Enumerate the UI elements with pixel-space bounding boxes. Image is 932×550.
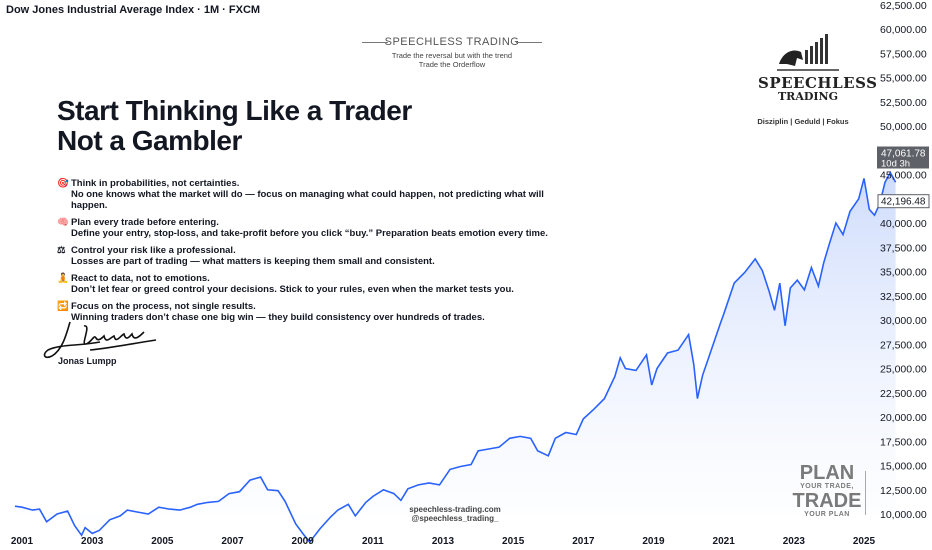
- headline-line-1: Start Thinking Like a Trader: [57, 95, 412, 126]
- y-tick-label: 12,500.00: [880, 485, 927, 497]
- signature-name: Jonas Lumpp: [58, 356, 117, 366]
- y-tick-label: 62,500.00: [880, 0, 927, 12]
- headline-line-2: Not a Gambler: [57, 125, 242, 156]
- brain-icon: 🧠: [57, 217, 69, 228]
- x-tick-label: 2001: [11, 536, 34, 547]
- chart-title: Dow Jones Industrial Average Index · 1M …: [6, 4, 261, 16]
- x-tick-label: 2023: [783, 536, 806, 547]
- brand-banner: SPEECHLESS TRADING Trade the reversal bu…: [352, 36, 552, 69]
- y-tick-label: 10,000.00: [880, 509, 927, 521]
- current-price-tag: [877, 194, 930, 209]
- last-price-tag: [877, 146, 929, 169]
- logo-text-1: SPEECHLESS: [758, 74, 878, 92]
- banner-rule-right: [516, 42, 542, 43]
- headline: Start Thinking Like a Trader Not a Gambl…: [57, 96, 412, 156]
- brand-name: SPEECHLESS TRADING: [384, 36, 520, 48]
- plan-word-4: YOUR PLAN: [804, 511, 850, 518]
- y-tick-label: 27,500.00: [880, 339, 927, 351]
- logo-text-2: TRADING: [778, 90, 838, 103]
- tip-text: No one knows what the market will do — f…: [71, 189, 544, 211]
- x-tick-label: 2003: [81, 536, 104, 547]
- y-tick-label: 25,000.00: [880, 364, 927, 376]
- x-tick-label: 2013: [432, 536, 455, 547]
- y-tick-label: 45,000.00: [880, 170, 927, 182]
- tip-text: Losses are part of trading — what matter…: [71, 256, 435, 267]
- y-tick-label: 52,500.00: [880, 97, 927, 109]
- x-tick-label: 2021: [713, 536, 736, 547]
- x-tick-label: 2019: [642, 536, 665, 547]
- repeat-icon: 🔁: [57, 301, 69, 312]
- plan-divider: [865, 471, 866, 515]
- x-tick-label: 2025: [853, 536, 876, 547]
- brand-tagline-2: Trade the Orderflow: [418, 60, 486, 69]
- tip-item: 🧠 Plan every trade before entering. Defin…: [57, 217, 577, 239]
- scales-icon: ⚖: [57, 245, 66, 256]
- x-tick-label: 2015: [502, 536, 525, 547]
- plan-word-1: PLAN: [799, 462, 855, 484]
- plan-word-3: TRADE: [792, 490, 862, 512]
- price-area-fill: [15, 172, 896, 543]
- tips-list: 🎯 Think in probabilities, not certainties…: [57, 178, 577, 329]
- plan-badge: PLAN YOUR TRADE, TRADE YOUR PLAN: [782, 463, 872, 519]
- y-tick-label: 60,000.00: [880, 24, 927, 36]
- logo-motto: Disziplin | Geduld | Fokus: [757, 117, 849, 126]
- y-tick-label: 50,000.00: [880, 121, 927, 133]
- tip-title: React to data, not to emotions.: [71, 273, 210, 284]
- price-line: [14, 170, 897, 544]
- y-tick-label: 15,000.00: [880, 461, 927, 473]
- y-tick-label: 35,000.00: [880, 267, 927, 279]
- banner-rule-left: [362, 42, 388, 43]
- x-tick-label: 2017: [572, 536, 595, 547]
- y-tick-label: 22,500.00: [880, 388, 927, 400]
- countdown-label: 10d 3h: [881, 159, 910, 170]
- tip-title: Focus on the process, not single results…: [71, 301, 256, 312]
- y-tick-label: 55,000.00: [880, 73, 927, 85]
- y-tick-label: 37,500.00: [880, 242, 927, 254]
- y-tick-label: 32,500.00: [880, 291, 927, 303]
- y-tick-label: 30,000.00: [880, 315, 927, 327]
- x-axis: 2001 2003 2005 2007 2009 2011 2013 2015 2017 2019…: [11, 536, 876, 547]
- y-tick-label: 40,000.00: [880, 218, 927, 230]
- tip-text: Winning traders don’t chase one big win …: [71, 312, 485, 323]
- tip-text: Don’t let fear or greed control your dec…: [71, 284, 514, 295]
- tip-title: Think in probabilities, not certainties.: [71, 178, 240, 189]
- brand-logo: SPEECHLESS TRADING Disziplin | Geduld | …: [757, 30, 878, 126]
- y-tick-label: 57,500.00: [880, 48, 927, 60]
- tip-item: 🔁 Focus on the process, not single result…: [57, 301, 577, 323]
- tip-text: Define your entry, stop-loss, and take-p…: [71, 228, 548, 239]
- tip-title: Control your risk like a professional.: [71, 245, 236, 256]
- x-tick-label: 2005: [151, 536, 174, 547]
- bull-chart-icon: [777, 34, 839, 71]
- current-price-label: 42,196.48: [881, 197, 926, 208]
- social-handle: @speechless_trading_: [411, 514, 499, 523]
- tip-item: 🎯 Think in probabilities, not certainties…: [57, 178, 577, 211]
- tip-title: Plan every trade before entering.: [71, 217, 219, 228]
- meditation-icon: 🧘: [57, 273, 69, 284]
- plan-word-2: YOUR TRADE,: [800, 483, 854, 490]
- last-price-label: 47,061.78: [881, 149, 926, 160]
- website-credit: speechless-trading.com @speechless_tradi…: [380, 505, 530, 523]
- tip-item: 🧘 React to data, not to emotions. Don’t l…: [57, 273, 577, 295]
- signature-icon: [43, 321, 157, 359]
- x-tick-label: 2007: [221, 536, 244, 547]
- x-tick-label: 2009: [292, 536, 315, 547]
- tip-item: ⚖ Control your risk like a professional. …: [57, 245, 577, 267]
- target-icon: 🎯: [57, 178, 69, 189]
- brand-tagline-1: Trade the reversal but with the trend: [391, 51, 513, 60]
- y-tick-label: 17,500.00: [880, 436, 927, 448]
- y-tick-label: 20,000.00: [880, 412, 927, 424]
- x-tick-label: 2011: [362, 536, 384, 547]
- website-url: speechless-trading.com: [409, 505, 501, 514]
